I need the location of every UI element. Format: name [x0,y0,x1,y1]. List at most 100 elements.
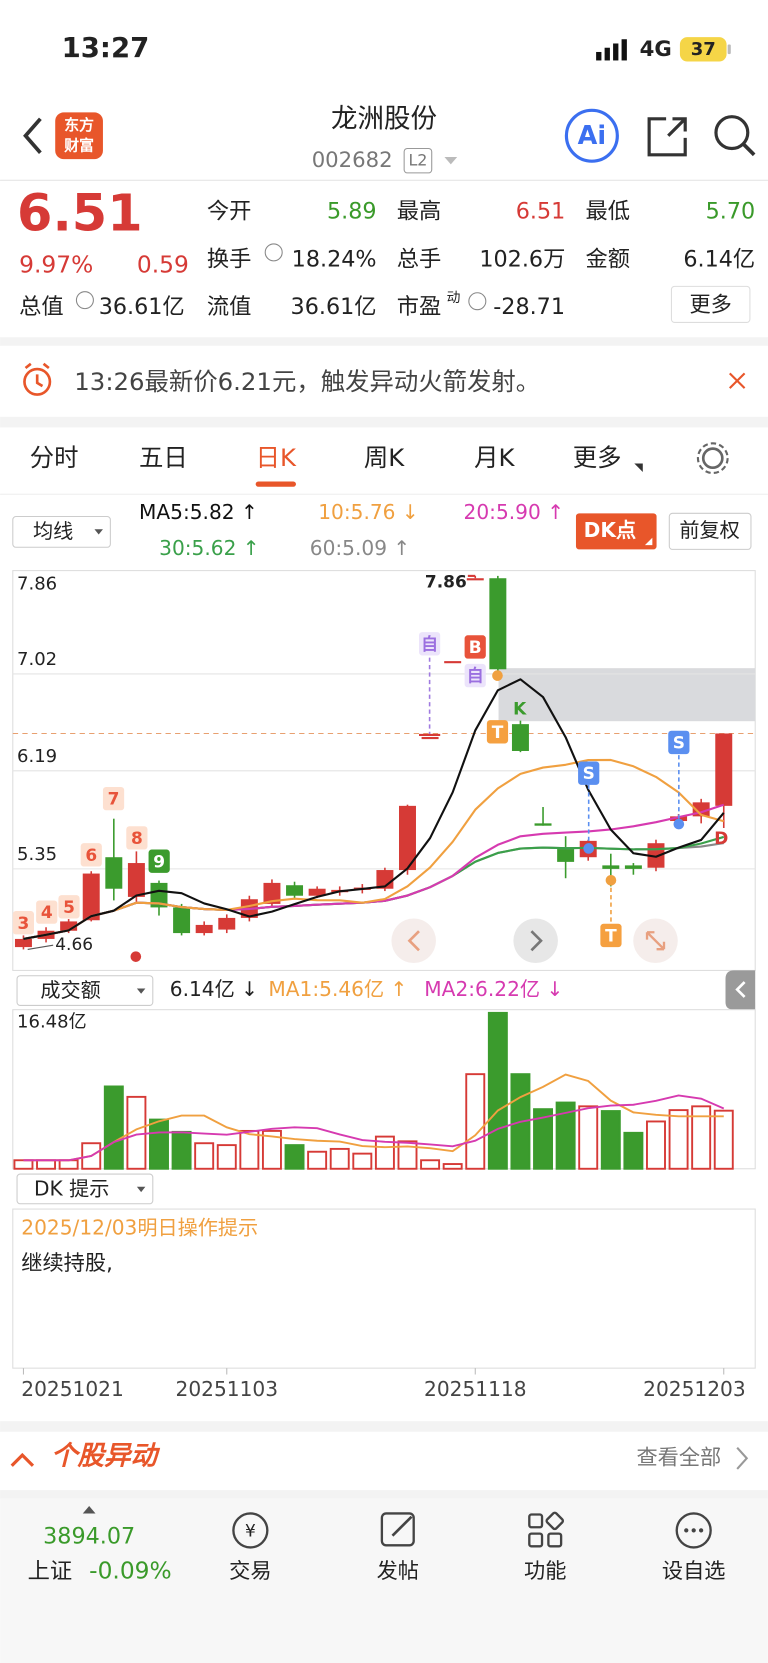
marker-badge [126,826,148,850]
info-icon[interactable] [264,243,283,262]
section-link[interactable]: 查看全部 [636,1445,721,1470]
section-title: 个股异动 [51,1441,160,1472]
alert-text[interactable]: 13:26最新价6.21元，触发异动火箭发射。 [74,367,540,396]
volume-bar [600,1110,621,1170]
network: 4G [640,37,672,62]
marker: T [605,925,617,945]
more-button[interactable] [670,285,751,323]
index-value[interactable]: 3894.07 [43,1523,135,1549]
tab[interactable]: 月K [474,443,515,472]
dropdown[interactable] [444,156,458,165]
field-value: 36.61亿 [99,294,185,320]
nav-label[interactable]: 发帖 [377,1559,419,1584]
candle-body [444,661,462,664]
volume-bar [668,1109,689,1170]
price: 6.51 [17,184,143,243]
ai-label: Ai [578,121,606,151]
volume-bar [261,1129,282,1170]
volume-bar [465,1073,486,1170]
prev-icon [407,930,420,952]
side-tab-icon [735,981,746,998]
candle-body [14,938,32,948]
collapse-icon[interactable] [10,1452,35,1467]
candle-body [534,823,552,826]
volume-selector[interactable] [16,975,154,1006]
back-button[interactable] [23,117,42,154]
field-label: 流值 [207,294,252,320]
settings-button[interactable] [701,447,724,470]
more-arrow [634,463,643,472]
gap [0,1490,768,1499]
marker-badge [668,730,690,755]
candle-body [624,865,642,869]
share-button[interactable] [647,117,687,157]
marker: S [673,732,685,752]
dk-button[interactable] [575,513,657,550]
tab[interactable]: 五日 [139,443,188,472]
more-label: 更多 [689,292,731,317]
field-label: 最低 [586,199,631,225]
x-tick-label: 20251118 [424,1377,527,1401]
gap [0,416,768,428]
change-pct: 9.97% [19,251,93,279]
prev-button[interactable] [391,918,436,964]
y-tick-label: 16.48亿 [17,1011,87,1032]
field-label: 最高 [397,199,442,225]
volume-bar [374,1135,395,1170]
volume-bar [284,1144,305,1170]
candle-body [195,924,213,934]
alert-close[interactable] [729,372,746,389]
volume-bar [646,1120,666,1170]
candle-body [421,736,439,740]
marker: 自 [421,634,438,654]
field-label: 换手 [207,246,252,272]
function-icon[interactable] [528,1511,565,1548]
ma-legend: MA5:5.82 ↑ [139,500,258,524]
volume-bar [307,1150,328,1170]
tab[interactable]: 周K [364,443,405,472]
volume-ma-line [23,1073,724,1162]
tab[interactable]: 分时 [30,443,79,472]
expand-icon [645,931,666,951]
trade-icon[interactable]: ¥ [232,1512,269,1549]
field-label: 总值 [19,294,64,320]
volume-bar [352,1152,373,1170]
tab[interactable]: 更多 [573,443,622,472]
change: 0.59 [137,251,189,279]
high-label: 7.86 [425,571,467,591]
side-tab[interactable] [725,970,756,1010]
marker: S [583,763,595,783]
nav-label[interactable]: 功能 [524,1559,566,1584]
watchlist-icon[interactable] [675,1512,712,1549]
y-tick-label: 7.02 [17,649,57,670]
volume-bar [487,1011,508,1170]
post-icon[interactable] [380,1512,415,1547]
ma-selector[interactable] [12,515,111,548]
marker: 6 [85,845,97,865]
dk-selector[interactable] [16,1173,154,1205]
adjust-button[interactable] [668,512,752,550]
marker-dot [492,670,503,681]
tab-indicator [255,481,296,487]
nav-label[interactable]: 设自选 [662,1559,726,1584]
next-button[interactable] [513,918,558,964]
info-icon[interactable] [75,291,94,310]
info-icon[interactable] [468,292,487,311]
volume-legend: 6.14亿 ↓ [170,977,258,1001]
tab[interactable]: 日K [256,443,297,472]
gap [0,1421,768,1432]
ai-button[interactable] [564,108,619,163]
battery [679,37,727,62]
dk-button-label: DK点 [584,518,636,542]
volume-bar [103,1085,124,1170]
nav-label[interactable]: 交易 [229,1559,271,1584]
search-button[interactable] [714,115,750,151]
logo[interactable] [55,112,103,160]
volume-bar [216,1144,237,1170]
volume-bar [713,1109,734,1170]
marker-dot [605,874,617,886]
level-box [403,147,433,174]
candle-body [105,857,123,889]
candle-body [399,805,416,871]
zone-box [498,668,756,722]
